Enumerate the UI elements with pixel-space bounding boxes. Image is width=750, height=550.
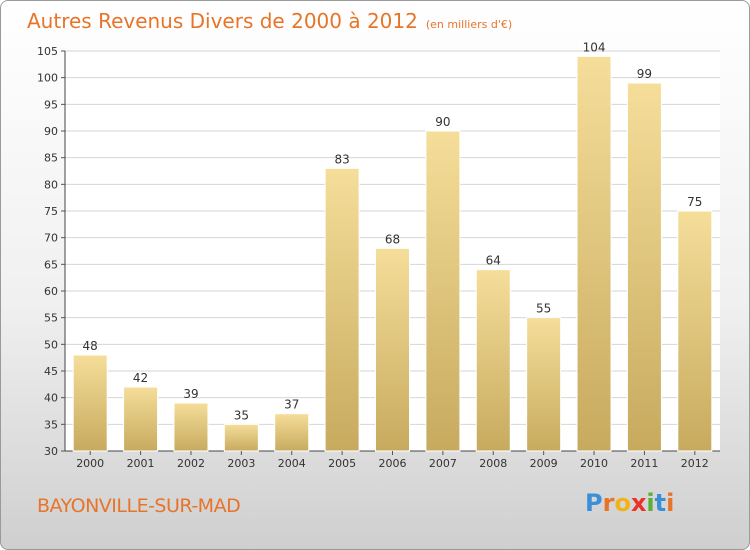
data-label: 68 [385,232,400,246]
logo-letter: i [646,489,655,517]
y-tick-label: 35 [44,418,58,431]
y-tick-label: 100 [37,72,58,85]
data-label: 83 [334,152,349,166]
proxiti-logo: Proxiti [585,489,674,517]
x-tick-label: 2012 [681,457,709,470]
x-tick-label: 2000 [76,457,104,470]
y-tick-label: 95 [44,98,58,111]
data-label: 55 [536,302,551,316]
bar [475,269,511,452]
data-label: 37 [284,398,299,412]
y-tick-label: 75 [44,205,58,218]
logo-letter: P [585,489,603,517]
x-tick-label: 2008 [479,457,507,470]
chart-title: Autres Revenus Divers de 2000 à 2012 (en … [27,9,512,33]
logo-letter: r [602,489,615,517]
data-label: 99 [637,67,652,81]
x-tick-label: 2009 [530,457,558,470]
bar [576,55,612,452]
data-label: 35 [234,408,249,422]
data-label: 90 [435,115,450,129]
y-tick-label: 30 [44,445,58,458]
bar [223,423,259,452]
data-label: 42 [133,371,148,385]
bar [72,354,108,452]
y-tick-label: 55 [44,312,58,325]
x-tick-label: 2002 [177,457,205,470]
x-tick-label: 2010 [580,457,608,470]
bar [173,402,209,452]
data-label: 104 [583,40,606,54]
x-tick-label: 2006 [379,457,407,470]
bar [626,82,662,452]
x-tick-label: 2007 [429,457,457,470]
y-tick-label: 40 [44,392,58,405]
bar [123,386,159,452]
chart-title-text: Autres Revenus Divers de 2000 à 2012 [27,9,418,33]
data-label: 75 [687,195,702,209]
logo-letter: o [614,489,631,517]
x-tick-label: 2005 [328,457,356,470]
y-tick-label: 80 [44,178,58,191]
x-tick-label: 2011 [630,457,658,470]
data-label: 39 [183,387,198,401]
y-tick-label: 105 [37,45,58,58]
x-tick-label: 2003 [227,457,255,470]
data-label: 64 [486,254,501,268]
y-tick-label: 65 [44,258,58,271]
place-name: BAYONVILLE-SUR-MAD [37,495,241,517]
y-tick-label: 45 [44,365,58,378]
chart-unit: (en milliers d'€) [425,18,513,31]
data-label: 48 [83,339,98,353]
x-tick-label: 2001 [127,457,155,470]
logo-letter: x [630,489,647,517]
bar [526,317,562,452]
y-tick-label: 50 [44,338,58,351]
x-tick-label: 2004 [278,457,306,470]
y-tick-label: 85 [44,152,58,165]
logo-letter: t [654,489,667,517]
bar [274,413,310,452]
bar [375,247,410,452]
bar [425,130,461,452]
logo-letter: i [666,489,675,517]
y-tick-label: 90 [44,125,58,138]
bar [677,210,713,452]
y-tick-label: 60 [44,285,58,298]
y-tick-label: 70 [44,232,58,245]
bar [324,167,360,452]
